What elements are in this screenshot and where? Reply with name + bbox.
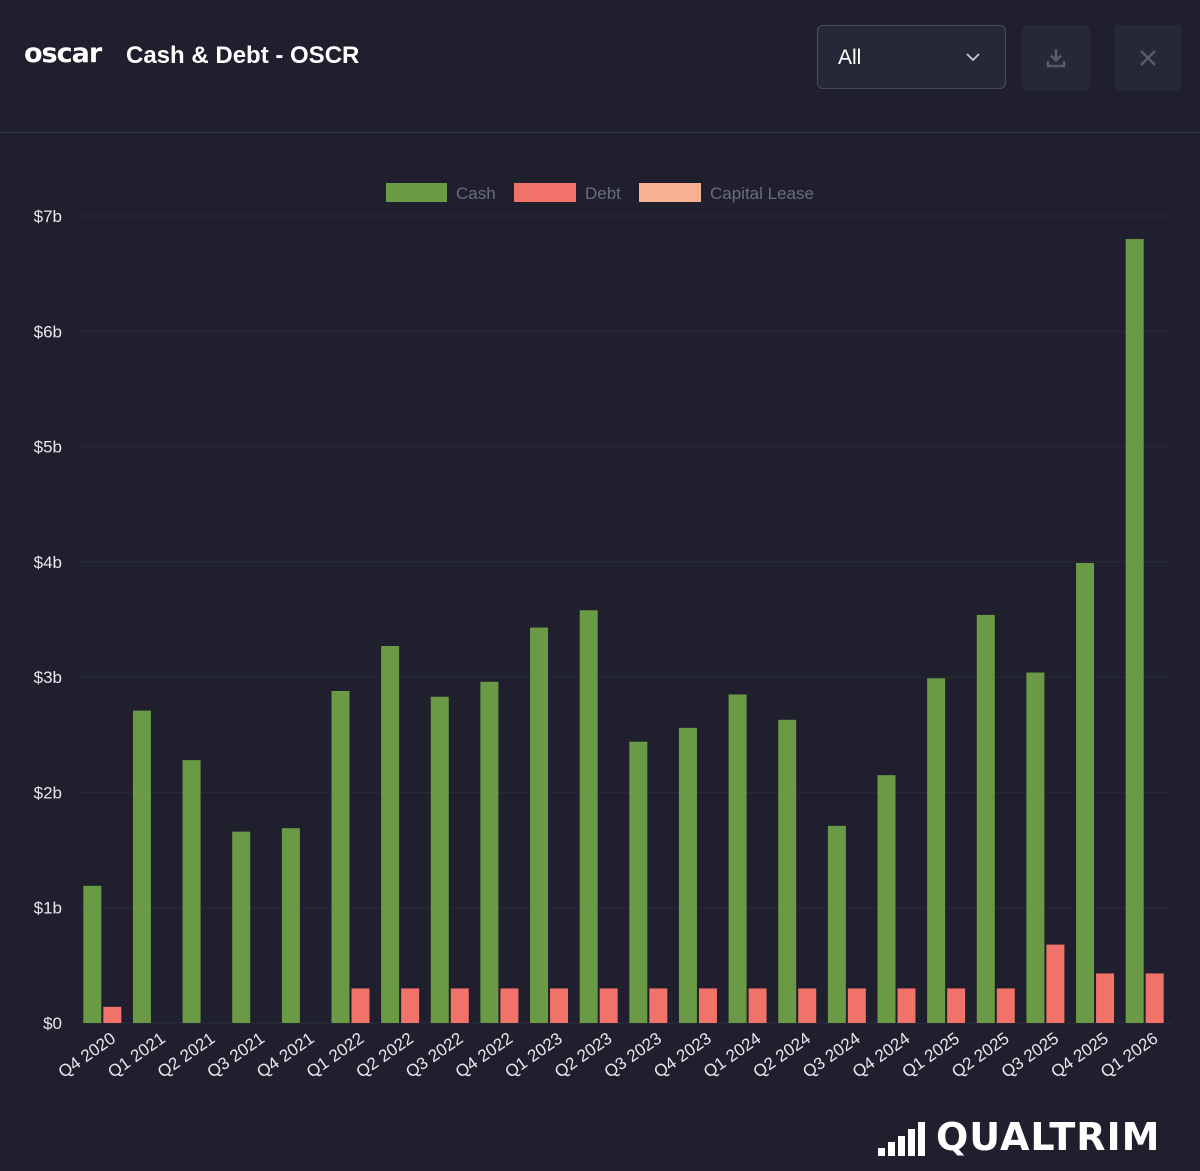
bar-debt (103, 1006, 122, 1023)
bar-cash (1076, 563, 1095, 1023)
bar-debt (450, 988, 469, 1023)
chart-title: Cash & Debt - OSCR (126, 42, 360, 69)
y-tick-label: $5b (34, 438, 62, 457)
x-tick-label: Q1 2026 (1097, 1029, 1161, 1082)
download-button[interactable] (1022, 25, 1090, 91)
qualtrim-brand: QUALTRIM (878, 1115, 1178, 1160)
legend-swatch-debt (514, 183, 576, 202)
cash-debt-chart: $0 $1b $2b $3b $4b $5b $6b $7b Cash Debt Capital L… (34, 183, 1172, 1082)
bar-cash (430, 696, 449, 1023)
bar-cash (927, 678, 946, 1023)
legend-label-debt: Debt (585, 184, 621, 203)
bar-cash (480, 681, 499, 1023)
signal-bars-icon (878, 1122, 925, 1156)
bar-debt (1046, 944, 1065, 1023)
bar-cash (827, 825, 846, 1023)
y-tick-label: $7b (34, 207, 62, 226)
bar-cash (182, 760, 201, 1023)
bar-cash (778, 719, 797, 1023)
bar-cash (132, 710, 151, 1023)
bar-debt (847, 988, 866, 1023)
legend-label-cash: Cash (456, 184, 496, 203)
bar-cash (976, 614, 995, 1023)
brand-wordmark: QUALTRIM (936, 1115, 1161, 1159)
bar-cash (83, 885, 102, 1023)
bar-debt (748, 988, 767, 1023)
bar-debt (1096, 973, 1115, 1023)
y-tick-label: $6b (34, 322, 62, 341)
period-select[interactable]: All (817, 25, 1006, 89)
bar-cash (1026, 672, 1045, 1023)
chevron-down-icon (966, 53, 980, 62)
download-icon (1046, 49, 1066, 68)
y-tick-label: $0 (43, 1014, 62, 1033)
bar-debt (947, 988, 966, 1023)
bar-debt (897, 988, 916, 1023)
bar-cash (1125, 239, 1144, 1024)
bar-cash (629, 741, 648, 1023)
y-tick-label: $3b (34, 668, 62, 687)
oscar-logo: oscar (24, 38, 102, 69)
close-button[interactable] (1114, 25, 1182, 91)
legend-swatch-capital-lease (639, 183, 701, 202)
legend-swatch-cash (386, 183, 447, 202)
period-select-value: All (838, 46, 862, 69)
bar-debt (401, 988, 420, 1023)
y-tick-label: $2b (34, 783, 62, 802)
bar-cash (331, 690, 350, 1023)
bar-cash (877, 775, 896, 1023)
bar-debt (996, 988, 1015, 1023)
bar-cash (281, 828, 300, 1023)
bar-debt (351, 988, 370, 1023)
close-icon (1140, 50, 1156, 66)
bar-debt (798, 988, 817, 1023)
bar-debt (1145, 973, 1164, 1023)
header-bar: oscar Cash & Debt - OSCR All (0, 0, 1200, 133)
bar-debt (649, 988, 668, 1023)
bar-cash (728, 694, 747, 1023)
bar-cash (530, 627, 549, 1023)
bar-cash (678, 727, 697, 1023)
bar-debt (599, 988, 618, 1023)
bar-debt (698, 988, 717, 1023)
y-tick-label: $1b (34, 899, 62, 918)
legend-label-capital-lease: Capital Lease (710, 184, 814, 203)
bar-cash (579, 610, 598, 1023)
bar-debt (550, 988, 569, 1023)
y-tick-label: $4b (34, 553, 62, 572)
bar-debt (500, 988, 519, 1023)
bar-cash (381, 646, 400, 1023)
bar-cash (232, 831, 251, 1023)
